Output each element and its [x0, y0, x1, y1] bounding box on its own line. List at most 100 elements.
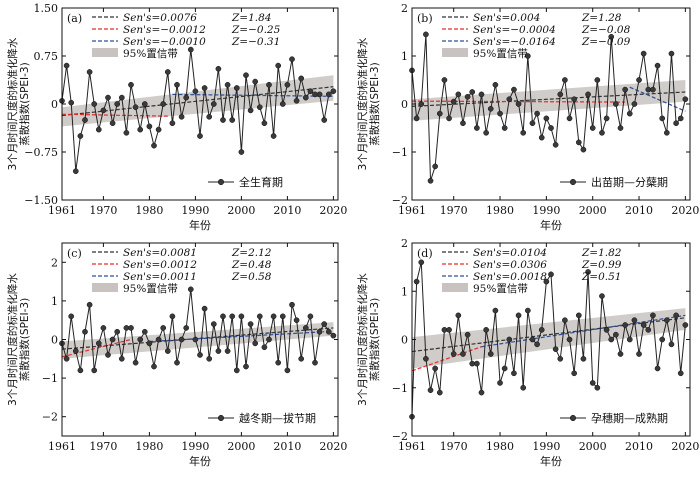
data-point [483, 327, 489, 333]
legend-band-swatch [92, 48, 118, 57]
data-point [659, 336, 666, 343]
data-point [654, 365, 661, 372]
y-axis-label-line-1: 3个月时间尺度的标准化降水 [6, 37, 19, 170]
data-point [580, 146, 587, 153]
data-point [446, 327, 452, 333]
panel-d: 1961 1970 1980 1990 2000 2010 2020 −2 −1 0 1 2 年份 3个月… [356, 237, 699, 468]
data-point [487, 351, 494, 357]
data-point [256, 313, 263, 320]
y-axis-label-line-1: 3个月时间尺度的标准化降水 [356, 37, 369, 170]
series-legend-label: 出苗期—分蘖期 [591, 175, 668, 189]
data-point [423, 31, 429, 38]
data-point [599, 129, 605, 136]
data-point [562, 317, 568, 324]
legend-z-label: Z=1.84 [231, 12, 271, 24]
data-point [270, 133, 277, 139]
data-point [114, 328, 121, 335]
legend-sens-label: Sen's=0.0076 [123, 12, 197, 24]
data-point [261, 120, 268, 127]
data-point [594, 384, 601, 391]
legend-sens-label: Sen's=0.004 [473, 12, 540, 24]
legend-sens-label: Sen's=0.0104 [473, 247, 547, 259]
data-point [68, 313, 75, 320]
data-point [524, 53, 531, 59]
data-point [501, 125, 508, 131]
x-tick-label: 2020 [671, 204, 699, 217]
y-axis-label-line-2: 蒸散指数(SPEI-3) [368, 298, 381, 381]
data-point [77, 133, 84, 139]
y-axis-label: 3个月时间尺度的标准化降水 蒸散指数(SPEI-3) [356, 37, 381, 170]
data-point [668, 341, 675, 348]
x-tick-label: 1970 [440, 440, 468, 453]
legend-band-swatch [92, 283, 118, 292]
data-point [174, 359, 180, 366]
confidence-band [412, 308, 686, 369]
x-tick-label: 1990 [532, 204, 560, 217]
data-point [109, 120, 116, 127]
data-point [72, 168, 79, 175]
data-point [100, 325, 107, 331]
data-point [483, 129, 489, 136]
trend-line-2 [411, 100, 626, 103]
data-point [275, 62, 282, 69]
panel-c: 1961 1970 1980 1990 2000 2010 2020 −2 −1 0 1 2 年份 3个月… [6, 242, 347, 468]
data-point [455, 91, 462, 98]
data-point [650, 312, 656, 319]
data-point [529, 120, 536, 127]
data-point [206, 355, 213, 362]
data-point [557, 91, 564, 98]
data-point [441, 77, 448, 83]
data-point [529, 336, 536, 343]
data-point [492, 307, 499, 314]
data-point [302, 94, 309, 101]
data-point [585, 91, 591, 98]
x-tick-label: 2000 [579, 440, 607, 453]
data-point [594, 77, 601, 83]
data-point [538, 327, 545, 333]
data-point [82, 117, 88, 123]
y-tick-label: −1 [392, 146, 408, 159]
data-point [520, 129, 527, 136]
data-point [543, 115, 550, 122]
y-axis-label-line-1: 3个月时间尺度的标准化降水 [6, 273, 19, 406]
data-point [673, 120, 679, 127]
data-point [261, 344, 268, 351]
data-point [677, 370, 684, 377]
data-point [478, 389, 485, 396]
data-point [492, 81, 499, 88]
data-point [673, 312, 679, 319]
y-tick-label: 0 [51, 98, 58, 111]
y-axis-label: 3个月时间尺度的标准化降水 蒸散指数(SPEI-3) [6, 273, 31, 406]
data-point [169, 313, 176, 320]
y-tick-label: 2 [401, 237, 408, 250]
data-point [418, 259, 425, 266]
data-point [548, 271, 554, 278]
series-legend-label: 越冬期—拔节期 [239, 411, 316, 425]
data-point [284, 81, 291, 88]
data-point [164, 348, 171, 354]
y-tick-label: 2 [51, 256, 58, 269]
data-point [215, 65, 222, 72]
data-point [626, 110, 633, 117]
legend-band-swatch [442, 283, 468, 292]
data-point [114, 101, 121, 107]
data-point [118, 94, 125, 101]
y-tick-label: −2 [392, 194, 408, 207]
panel-b: 1961 1970 1980 1990 2000 2010 2020 −2 −1 0 1 2 年份 3个月… [356, 2, 699, 232]
data-point [298, 355, 305, 362]
trend-line-1 [61, 327, 334, 350]
data-point [571, 96, 578, 103]
data-point [289, 56, 295, 63]
data-point [668, 50, 675, 57]
x-axis-label: 年份 [540, 454, 562, 468]
data-point [187, 46, 194, 53]
data-point [169, 120, 176, 127]
data-point [446, 115, 452, 122]
data-point [464, 331, 471, 338]
data-point [293, 317, 300, 324]
legend-sens-label: Sen's=0.0306 [473, 259, 547, 271]
legend-band-label: 95%置信带 [473, 283, 528, 295]
data-point [266, 81, 272, 88]
data-point [682, 322, 689, 328]
x-tick-label: 2010 [273, 204, 301, 217]
